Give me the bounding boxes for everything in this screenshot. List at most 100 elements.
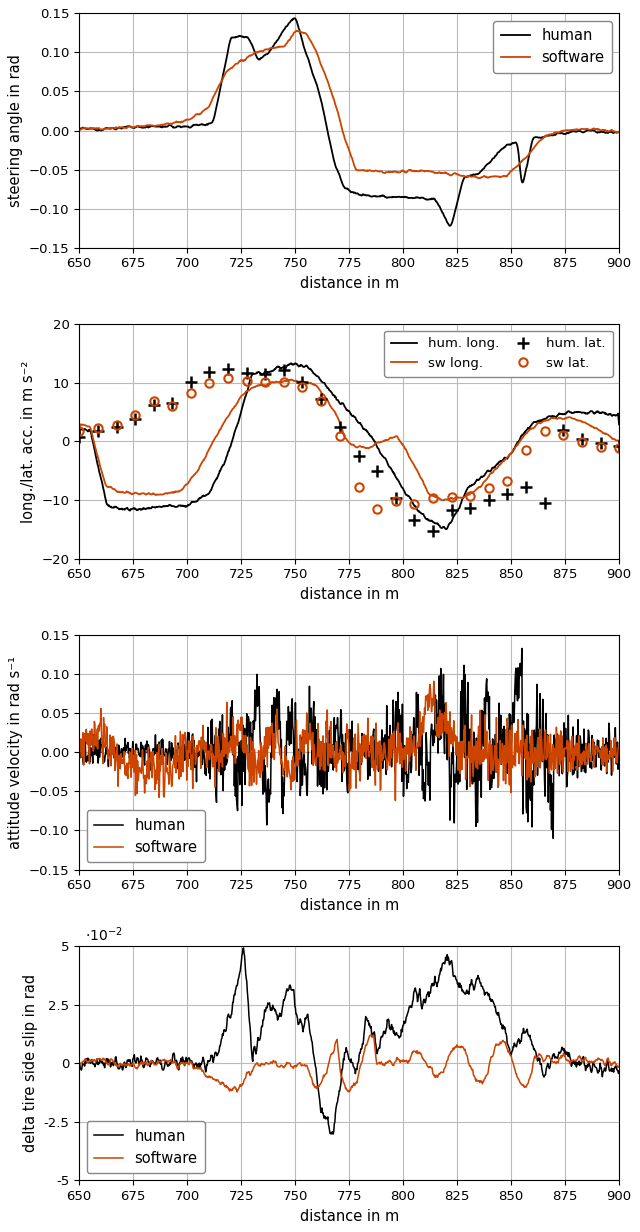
- hum. lat.: [392, 492, 400, 506]
- software: [313, 750, 321, 765]
- hum. lat.: [168, 395, 176, 410]
- sw lat.: [188, 386, 195, 400]
- hum. lat.: [299, 375, 307, 389]
- sw lat.: [150, 393, 157, 408]
- software: [447, 1044, 455, 1058]
- sw lat.: [448, 489, 456, 504]
- human: [294, 18, 302, 33]
- X-axis label: distance in m: distance in m: [300, 586, 399, 602]
- human: [497, 1016, 505, 1031]
- sw lat.: [485, 480, 493, 495]
- hum. long.: [615, 418, 623, 432]
- hum. lat.: [559, 423, 567, 437]
- sw lat.: [299, 379, 307, 394]
- software: [475, 171, 483, 186]
- sw lat.: [131, 408, 139, 423]
- hum. lat.: [131, 411, 139, 426]
- hum. lat.: [373, 464, 381, 479]
- sw long.: [507, 446, 515, 461]
- hum. lat.: [578, 431, 586, 446]
- sw long.: [440, 493, 447, 508]
- Line: sw long.: sw long.: [79, 379, 619, 500]
- sw lat.: [280, 375, 288, 389]
- hum. lat.: [317, 392, 325, 407]
- sw lat.: [410, 496, 418, 511]
- hum. long.: [447, 515, 455, 530]
- sw long.: [447, 490, 455, 505]
- sw lat.: [615, 440, 623, 455]
- human: [131, 121, 138, 136]
- hum. lat.: [336, 419, 344, 434]
- hum. long.: [294, 359, 302, 373]
- X-axis label: distance in m: distance in m: [300, 898, 399, 913]
- sw long.: [314, 379, 321, 394]
- hum. lat.: [225, 362, 232, 377]
- Legend: hum. long., sw long., hum. lat., sw lat.: hum. long., sw long., hum. lat., sw lat.: [384, 331, 612, 377]
- sw lat.: [261, 375, 269, 389]
- sw lat.: [578, 435, 586, 450]
- sw lat.: [429, 490, 437, 505]
- sw lat.: [373, 501, 381, 516]
- hum. lat.: [113, 420, 120, 435]
- human: [446, 813, 454, 828]
- Legend: human, software: human, software: [493, 21, 612, 73]
- hum. lat.: [94, 424, 102, 439]
- software: [447, 737, 455, 752]
- human: [131, 1047, 138, 1062]
- software: [314, 48, 321, 63]
- sw lat.: [76, 424, 83, 439]
- Line: hum. lat.: hum. lat.: [73, 363, 625, 537]
- hum. lat.: [355, 448, 362, 463]
- human: [294, 758, 301, 772]
- sw lat.: [355, 480, 362, 495]
- hum. long.: [131, 501, 138, 516]
- hum. long.: [507, 446, 515, 461]
- Legend: human, software: human, software: [86, 811, 205, 862]
- sw lat.: [466, 489, 474, 504]
- software: [507, 1048, 515, 1063]
- software: [294, 759, 301, 774]
- software: [392, 793, 399, 808]
- software: [314, 1079, 321, 1094]
- software: [507, 785, 515, 800]
- hum. lat.: [429, 524, 437, 538]
- hum. long.: [76, 426, 83, 441]
- human: [314, 1078, 321, 1093]
- sw lat.: [94, 420, 102, 435]
- sw long.: [76, 424, 83, 439]
- hum. lat.: [188, 375, 195, 389]
- software: [447, 168, 454, 182]
- hum. lat.: [597, 436, 605, 451]
- human: [314, 80, 321, 95]
- human: [497, 142, 505, 156]
- human: [447, 218, 455, 233]
- human: [497, 733, 504, 748]
- sw long.: [287, 372, 295, 387]
- human: [447, 955, 455, 970]
- human: [446, 218, 454, 233]
- hum. lat.: [243, 366, 251, 381]
- hum. lat.: [504, 487, 511, 501]
- software: [497, 169, 505, 184]
- sw lat.: [317, 394, 325, 409]
- Line: software: software: [79, 1035, 619, 1092]
- Text: $\cdot10^{-2}$: $\cdot10^{-2}$: [84, 925, 122, 944]
- Line: human: human: [79, 18, 619, 225]
- hum. lat.: [448, 503, 456, 517]
- hum. lat.: [205, 365, 213, 379]
- software: [76, 123, 83, 138]
- Line: software: software: [79, 681, 619, 801]
- sw lat.: [541, 424, 548, 439]
- hum. long.: [442, 521, 450, 536]
- hum. lat.: [150, 398, 157, 413]
- Line: sw lat.: sw lat.: [75, 373, 623, 513]
- sw lat.: [336, 429, 344, 444]
- software: [233, 1084, 241, 1099]
- hum. lat.: [522, 479, 530, 494]
- human: [615, 742, 623, 756]
- human: [507, 137, 515, 152]
- software: [294, 23, 302, 38]
- human: [313, 737, 321, 752]
- Line: software: software: [79, 31, 619, 179]
- human: [291, 11, 298, 26]
